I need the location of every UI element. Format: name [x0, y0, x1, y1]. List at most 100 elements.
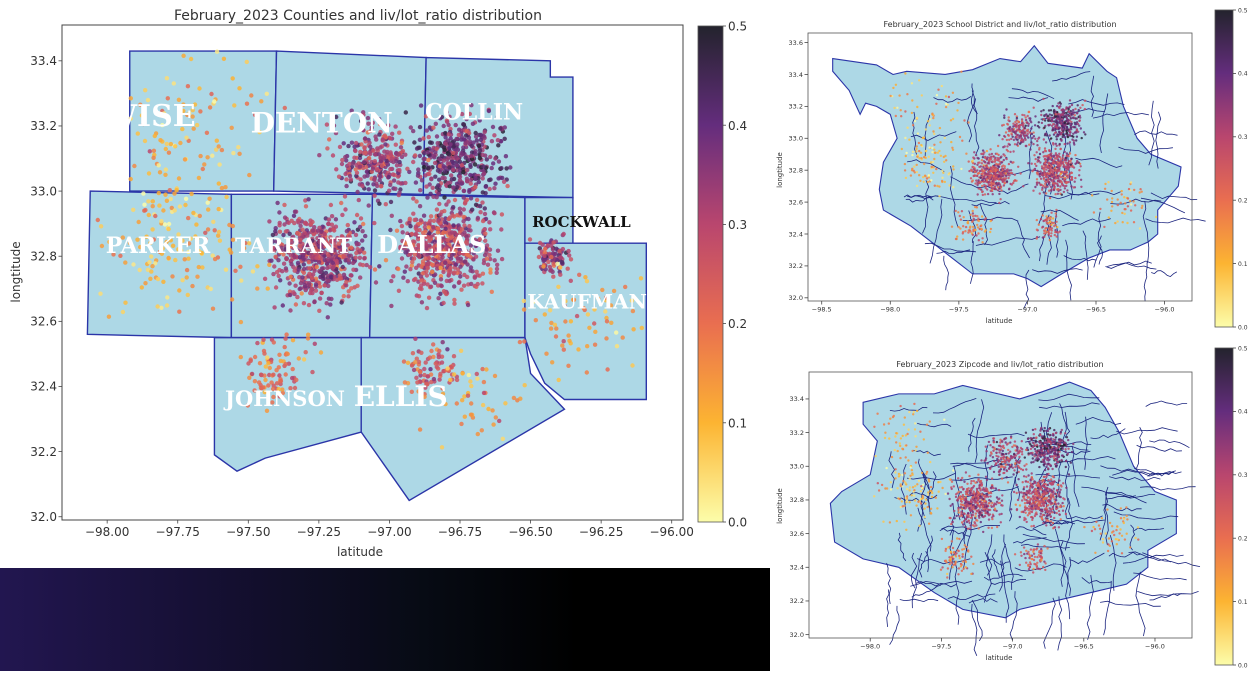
scatter-point — [1029, 512, 1031, 514]
scatter-point — [977, 193, 979, 195]
scatter-point — [245, 60, 249, 64]
scatter-point — [1077, 123, 1079, 125]
scatter-point — [1046, 219, 1048, 221]
scatter-point — [423, 225, 427, 229]
scatter-point — [991, 477, 993, 479]
scatter-point — [375, 146, 379, 150]
scatter-point — [964, 526, 966, 528]
scatter-point — [998, 134, 1000, 136]
scatter-point — [1051, 227, 1053, 229]
scatter-point — [488, 187, 492, 191]
y-tick-label: 33.4 — [30, 54, 57, 68]
y-tick-label: 32.4 — [30, 380, 57, 394]
scatter-point — [1013, 491, 1015, 493]
scatter-point — [455, 401, 459, 405]
scatter-point — [198, 109, 202, 113]
scatter-point — [231, 151, 235, 155]
scatter-point — [452, 354, 456, 358]
scatter-point — [278, 278, 282, 282]
scatter-point — [1042, 226, 1044, 228]
scatter-point — [931, 147, 933, 149]
scatter-point — [311, 272, 315, 276]
scatter-point — [1124, 202, 1126, 204]
scatter-point — [178, 204, 182, 208]
scatter-point — [365, 174, 369, 178]
scatter-point — [988, 499, 990, 501]
scatter-point — [417, 360, 421, 364]
scatter-point — [1052, 217, 1054, 219]
scatter-point — [483, 212, 487, 216]
scatter-point — [1025, 116, 1027, 118]
scatter-point — [379, 156, 383, 160]
scatter-point — [1067, 108, 1069, 110]
scatter-point — [944, 181, 946, 183]
scatter-point — [1008, 174, 1010, 176]
scatter-point — [263, 277, 267, 281]
scatter-point — [956, 515, 958, 517]
scatter-point — [1084, 108, 1086, 110]
region-boundary — [1150, 593, 1182, 600]
scatter-point — [1055, 162, 1057, 164]
scatter-point — [567, 253, 571, 257]
scatter-point — [991, 518, 993, 520]
scatter-point — [294, 302, 298, 306]
y-axis-label: longtitude — [9, 241, 23, 302]
scatter-point — [554, 326, 558, 330]
scatter-point — [408, 267, 412, 271]
scatter-point — [328, 302, 332, 306]
scatter-point — [958, 511, 960, 513]
scatter-point — [378, 174, 382, 178]
scatter-point — [1128, 188, 1130, 190]
scatter-point — [277, 210, 281, 214]
scatter-point — [1114, 222, 1116, 224]
scatter-point — [969, 527, 971, 529]
scatter-point — [177, 176, 181, 180]
county-label-parker: PARKER — [106, 233, 211, 259]
scatter-point — [1025, 119, 1027, 121]
scatter-point — [428, 355, 432, 359]
scatter-point — [1042, 109, 1044, 111]
scatter-point — [397, 168, 401, 172]
scatter-point — [919, 180, 921, 182]
scatter-point — [1064, 122, 1066, 124]
scatter-point — [151, 204, 155, 208]
scatter-point — [475, 372, 479, 376]
scatter-point — [1044, 147, 1046, 149]
scatter-point — [99, 224, 103, 228]
county-label-ellis: ELLIS — [354, 380, 448, 413]
scatter-point — [390, 214, 394, 218]
scatter-point — [481, 190, 485, 194]
scatter-point — [318, 296, 322, 300]
scatter-point — [467, 224, 471, 228]
scatter-point — [1079, 116, 1081, 118]
scatter-point — [1042, 214, 1044, 216]
scatter-point — [1038, 160, 1040, 162]
scatter-point — [469, 413, 473, 417]
scatter-point — [916, 171, 918, 173]
scatter-point — [307, 266, 311, 270]
scatter-point — [992, 487, 994, 489]
scatter-point — [1000, 189, 1002, 191]
scatter-point — [414, 180, 418, 184]
scatter-point — [1061, 502, 1063, 504]
scatter-point — [1000, 161, 1002, 163]
scatter-point — [356, 242, 360, 246]
scatter-point — [363, 151, 367, 155]
scatter-point — [974, 215, 976, 217]
scatter-point — [425, 273, 429, 277]
scatter-point — [439, 277, 443, 281]
scatter-point — [549, 326, 553, 330]
scatter-point — [1072, 186, 1074, 188]
scatter-point — [962, 496, 964, 498]
scatter-point — [999, 198, 1001, 200]
scatter-point — [1032, 143, 1034, 145]
scatter-point — [1034, 186, 1036, 188]
scatter-point — [447, 279, 451, 283]
scatter-point — [522, 299, 526, 303]
scatter-point — [373, 267, 377, 271]
scatter-point — [1059, 143, 1061, 145]
scatter-point — [522, 339, 526, 343]
scatter-point — [904, 110, 906, 112]
scatter-point — [1080, 186, 1082, 188]
scatter-point — [917, 132, 919, 134]
